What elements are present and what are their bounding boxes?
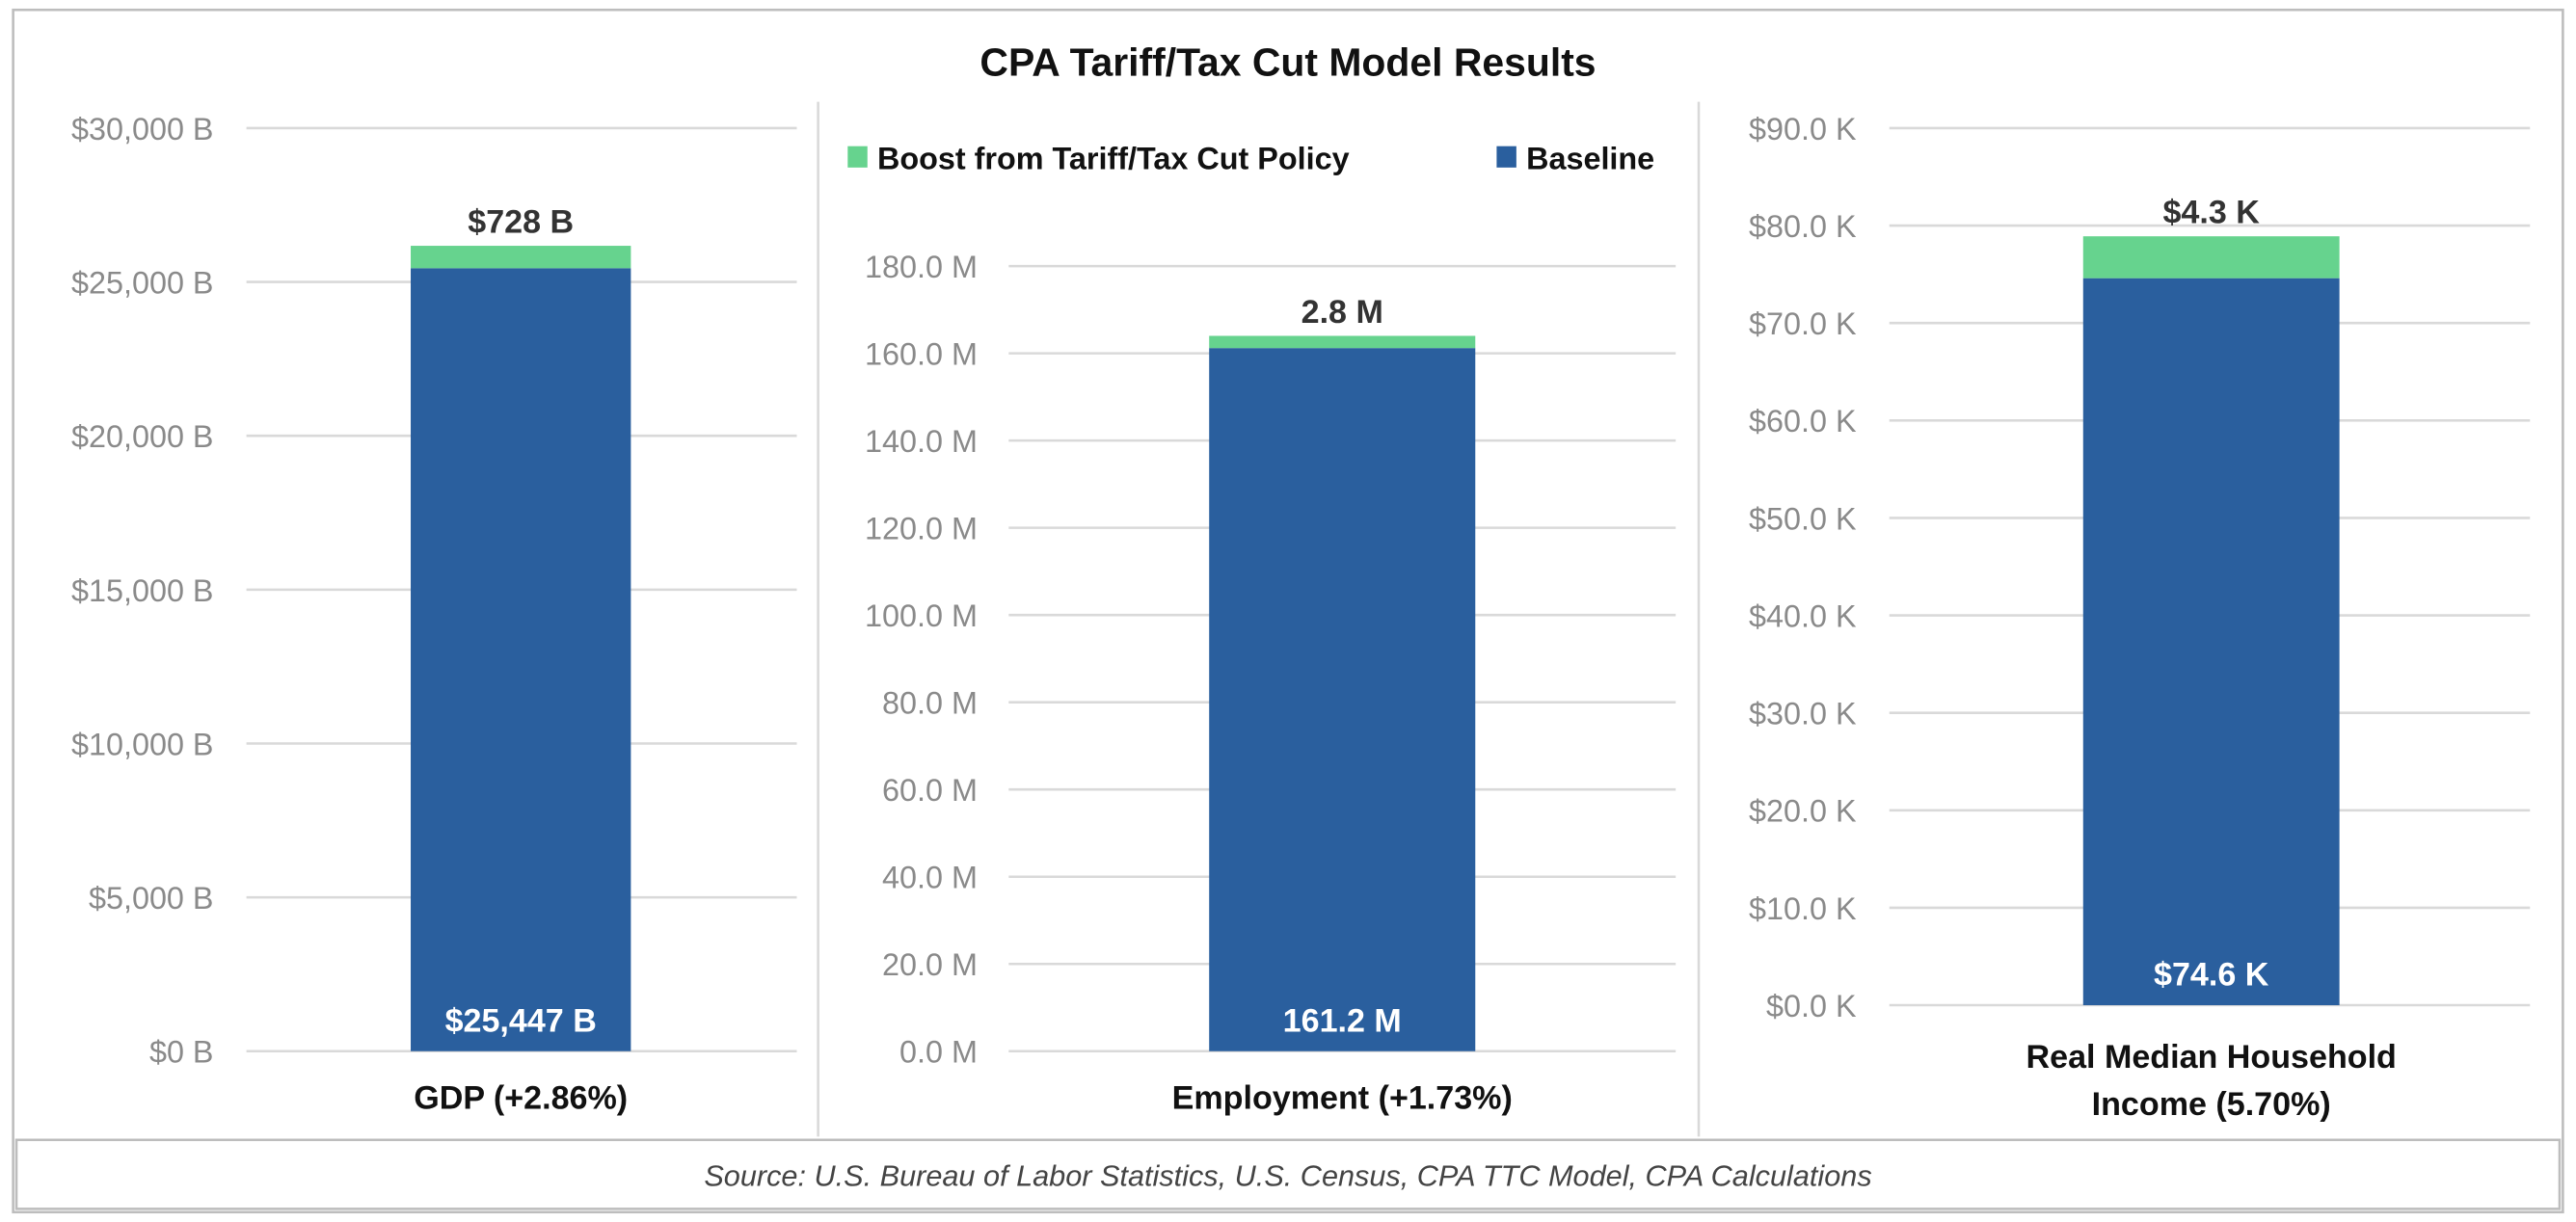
y-tick-label: $25,000 B — [71, 265, 214, 300]
y-tick-label: $5,000 B — [89, 881, 214, 916]
category-label: GDP (+2.86%) — [414, 1079, 628, 1116]
y-tick-label: 40.0 M — [882, 861, 978, 895]
data-label-baseline: $74.6 K — [2154, 957, 2269, 994]
y-tick-label: 160.0 M — [865, 337, 978, 372]
data-label-baseline: $25,447 B — [445, 1002, 597, 1039]
y-tick-label: $50.0 K — [1749, 501, 1857, 536]
y-tick-label: 100.0 M — [865, 598, 978, 633]
y-tick-label: $10.0 K — [1749, 891, 1857, 926]
legend-swatch-boost — [847, 146, 868, 168]
legend: Boost from Tariff/Tax Cut Policy Baselin… — [847, 142, 1654, 176]
data-label-boost: $4.3 K — [2162, 195, 2260, 231]
y-tick-label: $40.0 K — [1749, 598, 1857, 633]
bar-boost — [2082, 236, 2340, 279]
y-tick-label: $0 B — [149, 1035, 214, 1070]
category-label: Income (5.70%) — [2092, 1086, 2331, 1123]
y-tick-label: $20.0 K — [1749, 794, 1857, 829]
y-tick-label: 20.0 M — [882, 947, 978, 982]
legend-swatch-baseline — [1496, 146, 1516, 168]
category-label: Real Median Household — [2026, 1039, 2397, 1076]
y-tick-label: $10,000 B — [71, 727, 214, 761]
y-tick-label: 180.0 M — [865, 250, 978, 284]
bar-baseline — [1209, 348, 1476, 1051]
y-tick-label: $30.0 K — [1749, 697, 1857, 731]
y-tick-label: $30,000 B — [71, 112, 214, 146]
data-label-baseline: 161.2 M — [1283, 1002, 1402, 1039]
bar-baseline — [411, 268, 631, 1051]
y-tick-label: 120.0 M — [865, 512, 978, 546]
y-tick-label: 60.0 M — [882, 773, 978, 808]
bar-baseline — [2082, 278, 2340, 1006]
source-note: Source: U.S. Bureau of Labor Statistics,… — [704, 1160, 1871, 1193]
data-label-boost: $728 B — [468, 203, 574, 240]
legend-label-baseline: Baseline — [1526, 142, 1654, 176]
bar-boost — [1209, 335, 1476, 349]
bar-boost — [411, 246, 631, 269]
y-tick-label: $15,000 B — [71, 573, 214, 608]
y-tick-label: $0.0 K — [1766, 989, 1857, 1023]
y-tick-label: 140.0 M — [865, 424, 978, 459]
data-label-boost: 2.8 M — [1301, 294, 1383, 331]
y-tick-label: 80.0 M — [882, 686, 978, 721]
legend-label-boost: Boost from Tariff/Tax Cut Policy — [877, 142, 1350, 176]
y-tick-label: 0.0 M — [899, 1035, 978, 1070]
y-tick-label: $20,000 B — [71, 419, 214, 454]
y-tick-label: $70.0 K — [1749, 306, 1857, 341]
chart-title: CPA Tariff/Tax Cut Model Results — [979, 40, 1596, 84]
source-box — [14, 1138, 2562, 1210]
y-tick-label: $80.0 K — [1749, 209, 1857, 244]
y-tick-label: $60.0 K — [1749, 404, 1857, 438]
category-label: Employment (+1.73%) — [1172, 1079, 1513, 1116]
y-tick-label: $90.0 K — [1749, 112, 1857, 146]
